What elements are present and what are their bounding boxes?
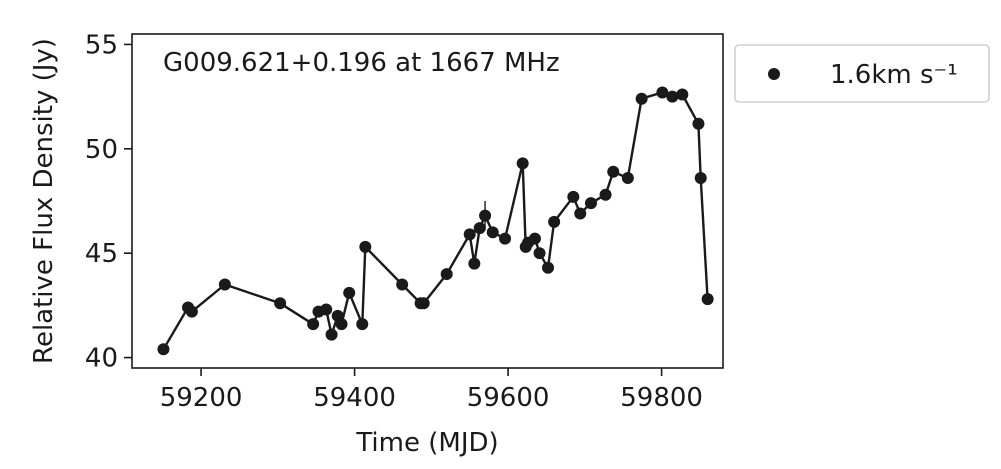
data-point [320,303,333,316]
data-point [335,318,348,331]
data-point [218,278,231,291]
data-point [440,268,453,281]
data-point [343,286,356,299]
data-point [542,261,555,274]
data-point [567,190,580,203]
data-point [157,343,170,356]
y-tick-label: 45 [85,239,118,269]
data-point [607,165,620,178]
y-axis-label: Relative Flux Density (Jy) [29,38,59,364]
x-tick-label: 59600 [467,383,550,413]
data-point [621,172,634,185]
data-point [676,88,689,101]
legend-box [734,44,990,103]
data-point [499,232,512,245]
data-point [528,232,541,245]
y-tick-label: 50 [85,135,118,165]
data-point [516,157,529,170]
data-point [274,297,287,310]
data-point [479,209,492,222]
data-point [548,215,561,228]
data-point [185,305,198,318]
data-point [584,197,597,210]
data-point [635,92,648,105]
data-point [701,293,714,306]
legend: 1.6km s⁻¹ [734,44,990,103]
x-axis-label: Time (MJD) [355,428,498,458]
data-point [468,257,481,270]
x-tick-label: 59800 [620,383,703,413]
data-point [307,318,320,331]
data-point [417,297,430,310]
data-point [599,188,612,201]
y-tick-label: 55 [85,30,118,60]
data-point [656,86,669,99]
ticks: 59200 59400 59600 59800 40 45 50 55 [85,30,703,413]
legend-label: 1.6km s⁻¹ [830,60,958,90]
data-point [486,226,499,239]
data-point [694,172,707,185]
x-tick-label: 59200 [160,383,243,413]
data-point [463,228,476,241]
data-point [473,222,486,235]
data-point [356,318,369,331]
data-point [325,328,338,341]
data-point [533,247,546,260]
chart-annotation: G009.621+0.196 at 1667 MHz [163,48,560,78]
y-tick-label: 40 [85,344,118,374]
x-tick-label: 59400 [313,383,396,413]
data-point [692,117,705,130]
plot-area [157,86,714,356]
data-point [396,278,409,291]
data-point [574,207,587,220]
legend-marker [768,68,780,80]
axes-frame [131,33,724,369]
data-point [666,90,679,103]
data-point [359,240,372,253]
